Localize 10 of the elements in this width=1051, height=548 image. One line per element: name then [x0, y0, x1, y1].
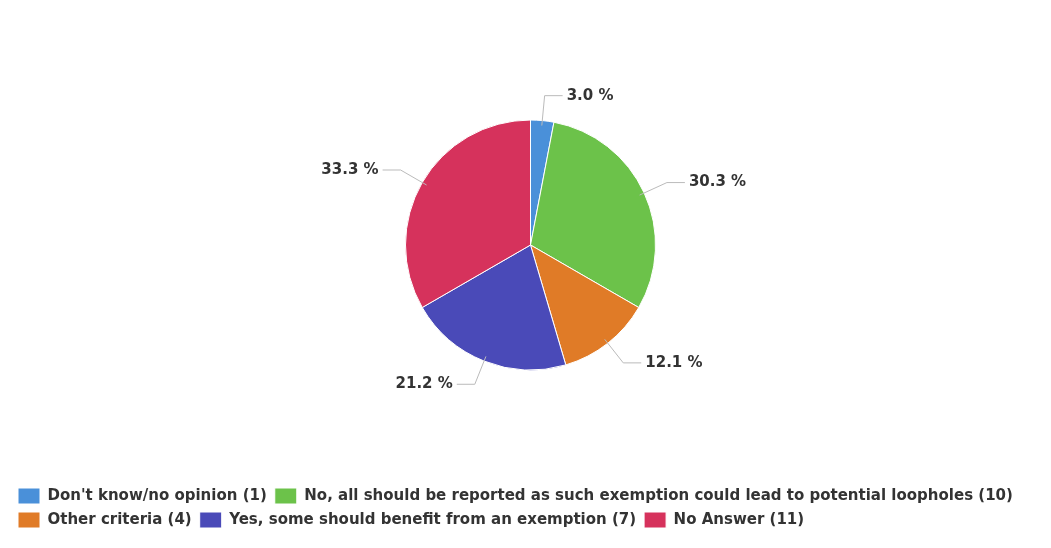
legend-label: Don't know/no opinion (1): [47, 485, 267, 504]
data-label: 33.3 %: [321, 159, 379, 178]
legend-label: No, all should be reported as such exemption could lead to potential loopholes (10): [304, 485, 1013, 504]
data-label: 3.0 %: [566, 85, 614, 104]
data-label: 12.1 %: [645, 352, 703, 371]
legend-label: No Answer (11): [673, 509, 805, 528]
legend-label: Other criteria (4): [47, 509, 192, 528]
data-label: 30.3 %: [688, 172, 747, 191]
legend-label: Yes, some should benefit from an exemption (7): [228, 509, 637, 528]
data-label: 21.2 %: [395, 374, 453, 393]
